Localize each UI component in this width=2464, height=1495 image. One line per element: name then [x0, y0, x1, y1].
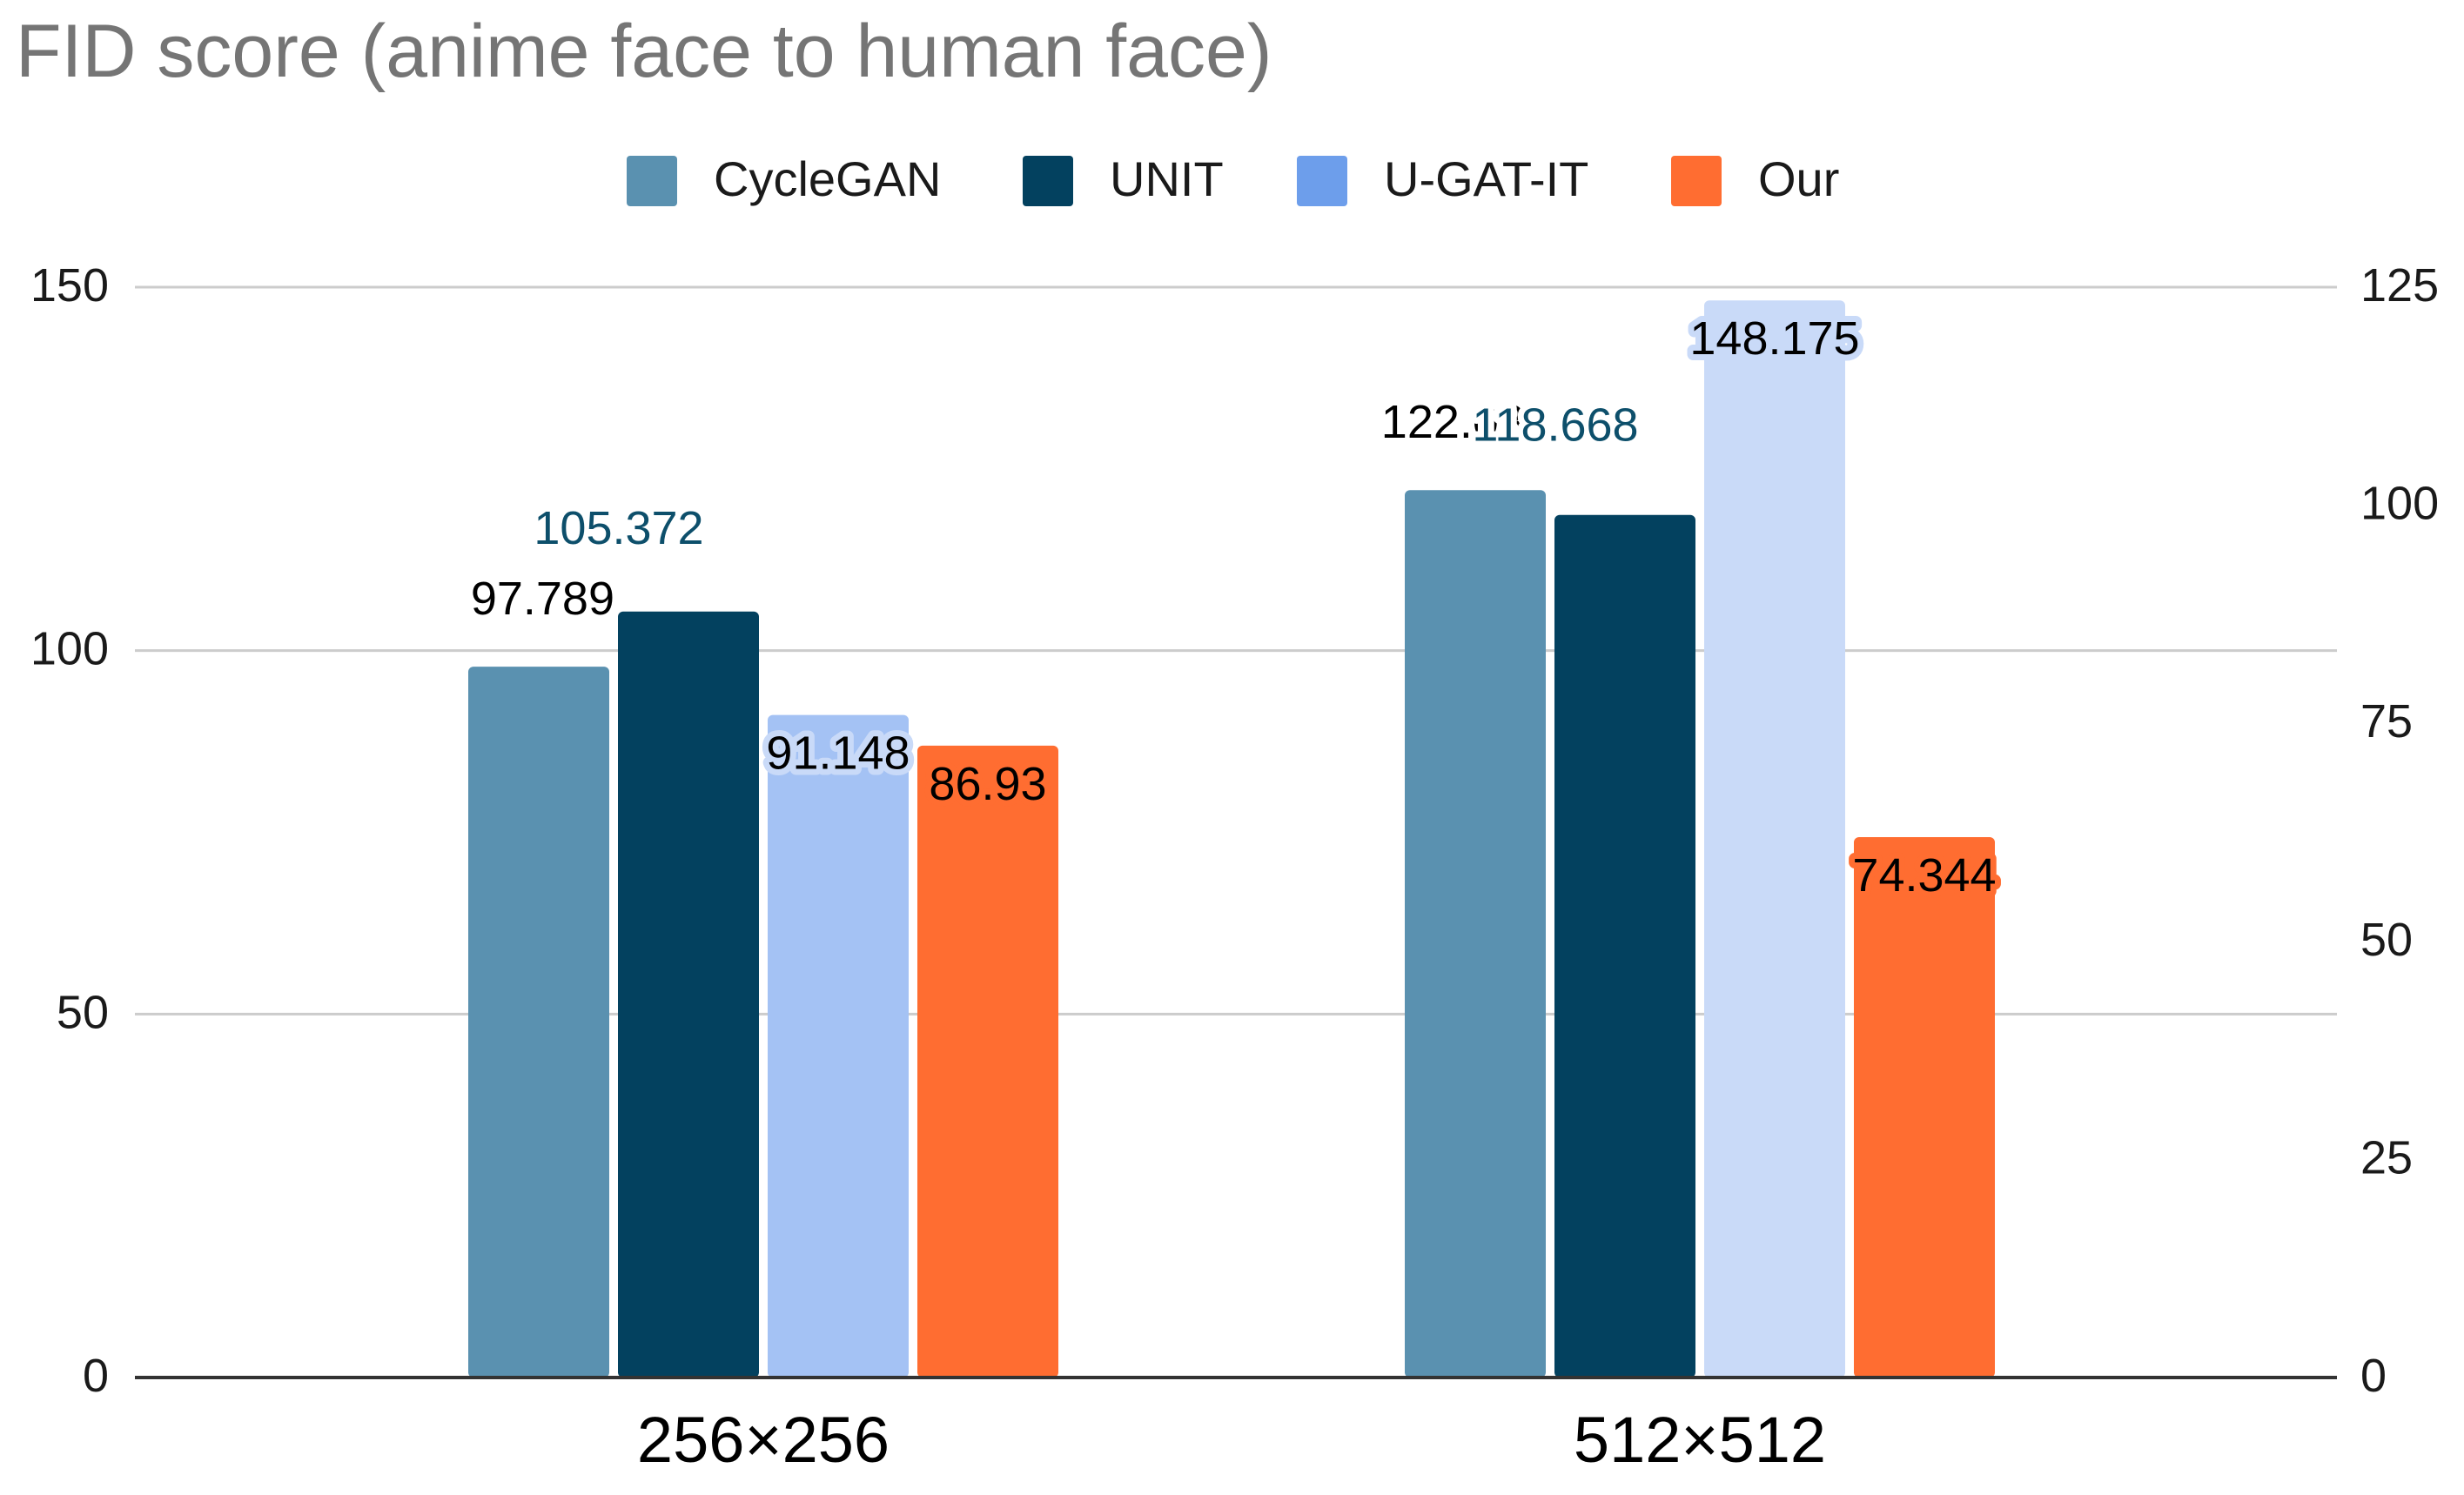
left-axis-tick-label: 0	[83, 1350, 109, 1402]
bar-our	[917, 745, 1058, 1378]
data-label: 122.083	[1381, 396, 1551, 448]
bar-u-gat-it	[1704, 300, 1845, 1378]
legend-label: UNIT	[1110, 151, 1224, 206]
bar-unit	[618, 611, 759, 1378]
bar-u-gat-it	[768, 714, 909, 1378]
data-label: 118.668	[1472, 399, 1638, 452]
x-axis-category-label: 512×512	[1574, 1404, 1826, 1476]
data-label: 74.344	[1852, 849, 1996, 902]
data-label: 86.93	[929, 758, 1046, 810]
left-axis-tick-label: 50	[57, 986, 109, 1038]
legend-swatch	[627, 156, 677, 206]
right-axis-tick-label: 100	[2360, 478, 2439, 530]
data-label: 105.372	[534, 502, 703, 554]
right-axis-tick-label: 25	[2360, 1131, 2413, 1183]
legend-swatch	[1023, 156, 1073, 206]
legend-label: CycleGAN	[714, 151, 941, 206]
right-axis-tick-label: 0	[2360, 1350, 2387, 1402]
right-axis-tick-label: 75	[2360, 695, 2413, 748]
data-label: 148.175	[1689, 312, 1859, 365]
left-axis-tick-label: 150	[30, 259, 109, 312]
bar-cyclegan	[468, 667, 609, 1378]
x-axis-category-label: 256×256	[637, 1404, 890, 1476]
legend-label: U-GAT-IT	[1384, 151, 1588, 206]
legend-swatch	[1671, 156, 1722, 206]
bar-our	[1854, 836, 1995, 1378]
data-label: 91.148	[766, 727, 910, 780]
bar-unit	[1554, 514, 1695, 1378]
bar-cyclegan	[1405, 490, 1546, 1378]
right-axis-tick-label: 125	[2360, 259, 2439, 312]
legend-swatch	[1297, 156, 1347, 206]
chart-title: FID score (anime face to human face)	[16, 10, 1272, 93]
data-label: 97.789	[471, 573, 614, 625]
left-axis-tick-label: 100	[30, 623, 109, 675]
right-axis-tick-label: 50	[2360, 914, 2413, 966]
legend-label: Our	[1758, 151, 1839, 206]
